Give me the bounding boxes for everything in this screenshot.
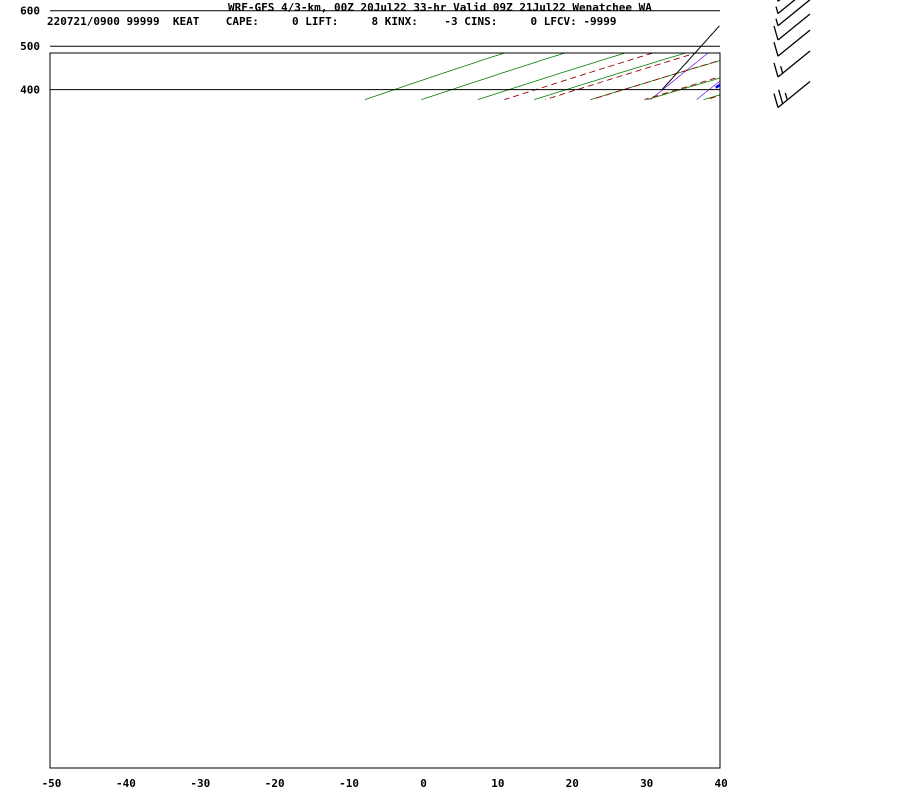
wind-barb: [775, 0, 811, 27]
barb-half-flag: [775, 18, 779, 26]
temperature-trace: [880, 0, 900, 88]
x-tick-label: -10: [339, 777, 359, 790]
barb-flag: [773, 41, 779, 57]
wind-barb: [776, 0, 781, 2]
barb-half-flag: [775, 6, 779, 14]
dry-adiabat-line: [590, 60, 720, 100]
moist-adiabat-line: [778, 0, 900, 100]
x-tick-label: 10: [491, 777, 504, 790]
wind-barb: [773, 29, 811, 57]
mixing-ratio-line: [816, 0, 900, 100]
x-tick-label: -20: [265, 777, 285, 790]
profiles: [715, 0, 900, 89]
wind-barb: [773, 13, 811, 41]
barb-half-flag: [776, 0, 779, 2]
thermo-lines: [364, 0, 900, 101]
x-tick-label: 20: [566, 777, 579, 790]
barb-flag: [773, 25, 779, 41]
dewpoint-trace: [715, 83, 720, 89]
barb-shaft: [777, 0, 796, 15]
x-tick-label: -50: [42, 777, 62, 790]
barb-half-flag: [780, 65, 784, 74]
barb-shaft: [777, 0, 811, 27]
mixing-ratio-line: [696, 80, 720, 100]
barb-shaft: [777, 81, 811, 109]
axis-ticks: -50-40-30-20-100102030404005006007008009…: [20, 5, 728, 790]
wind-barb: [773, 81, 811, 109]
dry-adiabat-line: [873, 0, 900, 100]
grid: [49, 10, 721, 769]
dry-adiabat-line: [364, 53, 506, 100]
wind-barbs: [773, 0, 811, 109]
mixing-ratio-line: [746, 0, 900, 100]
moist-adiabat-line: [706, 95, 720, 101]
y-tick-label: 500: [20, 40, 40, 53]
mixing-ratio-line: [788, 0, 900, 100]
dry-adiabat-line: [760, 0, 900, 100]
barb-flag: [773, 93, 779, 108]
isotherm-line: [661, 25, 720, 91]
dry-adiabat-line: [534, 53, 687, 100]
moist-adiabat-line: [644, 76, 720, 101]
dry-adiabat-line: [816, 0, 900, 100]
dry-adiabat-line: [646, 77, 720, 100]
wind-barb: [775, 0, 796, 15]
barb-shaft: [777, 50, 811, 78]
x-tick-label: 30: [640, 777, 653, 790]
x-tick-label: -40: [116, 777, 136, 790]
x-tick-label: -30: [190, 777, 210, 790]
x-tick-label: 40: [714, 777, 727, 790]
barb-shaft: [777, 29, 811, 57]
barb-flag: [778, 89, 784, 104]
plot-frame: [49, 52, 721, 769]
barb-half-flag: [784, 92, 788, 101]
barb-shaft: [777, 13, 811, 41]
dry-adiabat-line: [421, 53, 567, 100]
y-tick-label: 400: [20, 84, 40, 97]
moist-adiabat-line: [591, 59, 720, 101]
wind-barb: [773, 50, 811, 78]
x-tick-label: 0: [420, 777, 427, 790]
mixing-ratio-line: [650, 53, 709, 100]
moist-adiabat-line: [545, 53, 698, 101]
mixing-ratio-line: [874, 0, 900, 100]
moist-adiabat-line: [504, 53, 655, 101]
sounding-indices: 220721/0900 99999 KEAT CAPE: 0 LIFT: 8 K…: [47, 15, 617, 28]
barb-flag: [773, 62, 779, 78]
moist-adiabat-line: [857, 0, 900, 100]
y-tick-label: 600: [20, 5, 40, 18]
dry-adiabat-line: [477, 53, 627, 100]
dry-adiabat-line: [703, 94, 720, 100]
